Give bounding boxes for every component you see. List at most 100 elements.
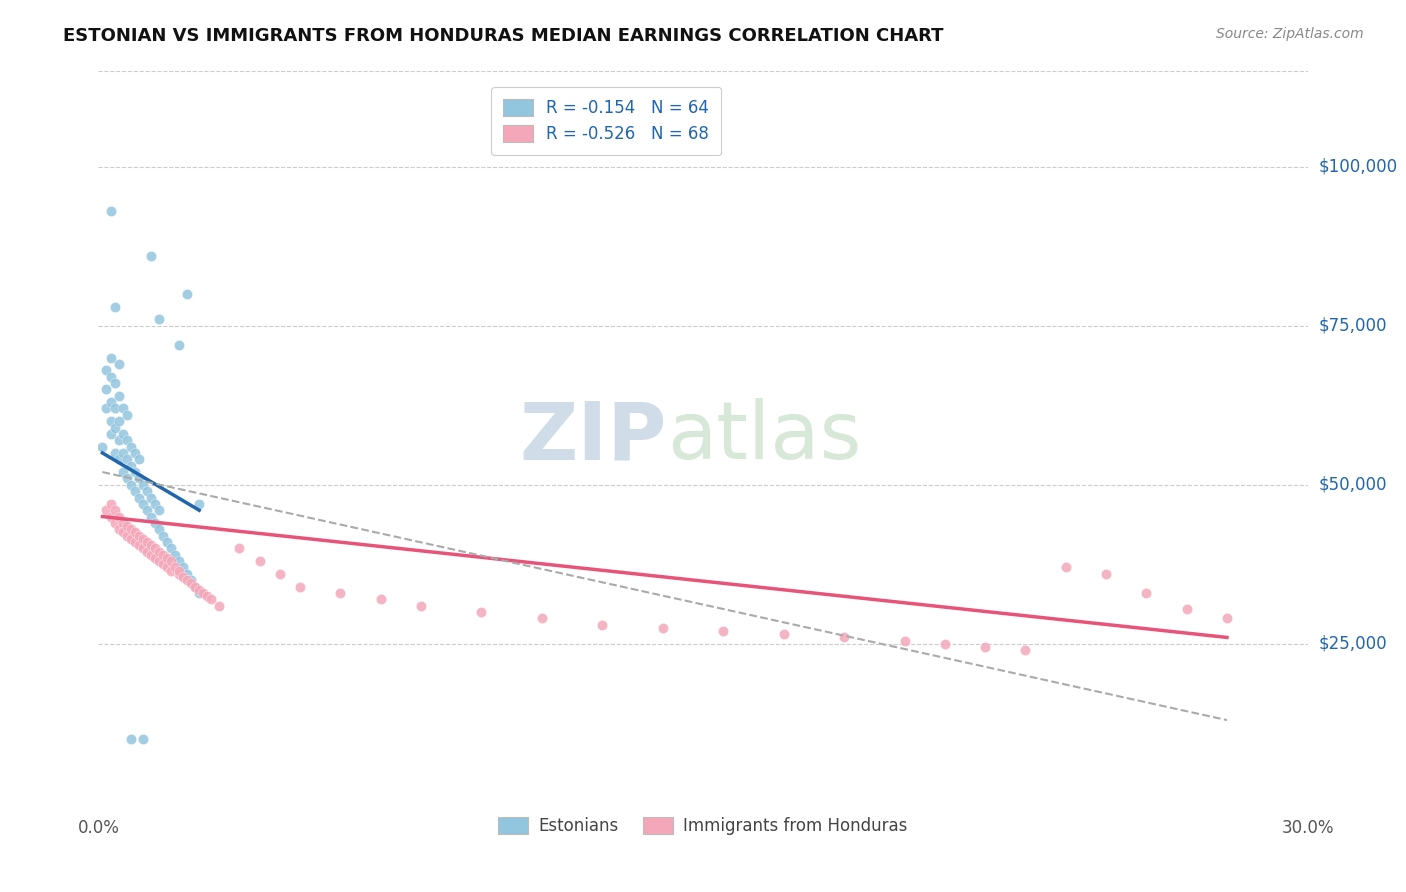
Point xyxy=(115,471,138,485)
Point xyxy=(184,580,207,594)
Point xyxy=(103,420,125,434)
Point xyxy=(156,550,179,565)
Point xyxy=(91,440,114,454)
Point xyxy=(1135,586,1157,600)
Point xyxy=(139,509,162,524)
Point xyxy=(124,446,146,460)
Point xyxy=(120,732,142,747)
Point xyxy=(329,586,352,600)
Point xyxy=(143,497,166,511)
Point xyxy=(107,452,129,467)
Point xyxy=(176,287,198,301)
Point xyxy=(107,434,129,448)
Point xyxy=(160,564,183,578)
Point xyxy=(148,312,170,326)
Point xyxy=(111,516,134,530)
Point xyxy=(156,560,179,574)
Point xyxy=(143,516,166,530)
Point xyxy=(409,599,432,613)
Point xyxy=(139,491,162,505)
Point xyxy=(188,582,211,597)
Text: $100,000: $100,000 xyxy=(1319,158,1398,176)
Point xyxy=(115,434,138,448)
Point xyxy=(107,357,129,371)
Point xyxy=(143,550,166,565)
Point xyxy=(1175,602,1198,616)
Point xyxy=(132,477,155,491)
Point xyxy=(128,538,150,552)
Point xyxy=(100,369,122,384)
Point xyxy=(152,558,174,572)
Point xyxy=(96,503,118,517)
Point xyxy=(103,503,125,517)
Point xyxy=(115,529,138,543)
Point xyxy=(1014,643,1036,657)
Point xyxy=(249,554,271,568)
Point xyxy=(132,532,155,546)
Point xyxy=(124,525,146,540)
Point xyxy=(128,529,150,543)
Text: $25,000: $25,000 xyxy=(1319,635,1388,653)
Point xyxy=(124,465,146,479)
Point xyxy=(148,522,170,536)
Point xyxy=(128,471,150,485)
Point xyxy=(772,627,794,641)
Point xyxy=(132,497,155,511)
Point xyxy=(1216,611,1239,625)
Point xyxy=(139,538,162,552)
Point xyxy=(200,592,222,607)
Point xyxy=(530,611,553,625)
Point xyxy=(135,484,157,499)
Point xyxy=(115,408,138,422)
Point xyxy=(111,465,134,479)
Point xyxy=(832,631,855,645)
Point xyxy=(228,541,250,556)
Point xyxy=(111,401,134,416)
Point xyxy=(111,525,134,540)
Point xyxy=(167,554,190,568)
Point xyxy=(135,535,157,549)
Point xyxy=(103,300,125,314)
Text: ZIP: ZIP xyxy=(519,398,666,476)
Point xyxy=(893,633,915,648)
Point xyxy=(163,560,186,574)
Point xyxy=(269,566,291,581)
Point xyxy=(143,541,166,556)
Point xyxy=(103,401,125,416)
Point xyxy=(96,363,118,377)
Point xyxy=(176,566,198,581)
Point xyxy=(139,249,162,263)
Point xyxy=(163,548,186,562)
Point xyxy=(470,605,492,619)
Point xyxy=(115,519,138,533)
Point xyxy=(100,497,122,511)
Point xyxy=(103,446,125,460)
Point xyxy=(1054,560,1077,574)
Text: atlas: atlas xyxy=(666,398,860,476)
Point xyxy=(100,204,122,219)
Point xyxy=(156,535,179,549)
Point xyxy=(96,383,118,397)
Point xyxy=(188,586,211,600)
Point xyxy=(172,560,194,574)
Point xyxy=(124,484,146,499)
Text: $75,000: $75,000 xyxy=(1319,317,1388,334)
Point xyxy=(120,532,142,546)
Point xyxy=(132,541,155,556)
Point xyxy=(120,477,142,491)
Point xyxy=(195,589,218,603)
Point xyxy=(180,576,202,591)
Point xyxy=(111,446,134,460)
Point xyxy=(100,351,122,365)
Point xyxy=(160,554,183,568)
Point xyxy=(148,554,170,568)
Point xyxy=(139,548,162,562)
Point xyxy=(107,389,129,403)
Point xyxy=(711,624,734,638)
Point xyxy=(167,564,190,578)
Point xyxy=(148,503,170,517)
Text: $50,000: $50,000 xyxy=(1319,475,1388,494)
Point xyxy=(100,426,122,441)
Point xyxy=(167,338,190,352)
Point xyxy=(160,541,183,556)
